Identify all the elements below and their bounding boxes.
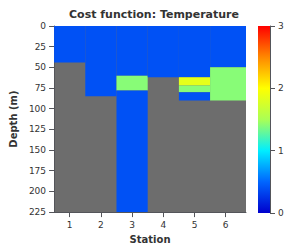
svg-text:Depth (m): Depth (m) xyxy=(8,90,19,147)
svg-text:5: 5 xyxy=(192,220,198,230)
svg-text:125: 125 xyxy=(29,124,46,134)
svg-text:1: 1 xyxy=(278,146,284,156)
svg-text:Cost function: Temperature: Cost function: Temperature xyxy=(69,8,239,21)
svg-text:2: 2 xyxy=(98,220,104,230)
svg-text:4: 4 xyxy=(160,220,166,230)
svg-text:200: 200 xyxy=(29,186,46,196)
svg-text:25: 25 xyxy=(35,42,46,52)
svg-text:6: 6 xyxy=(223,220,229,230)
svg-text:175: 175 xyxy=(29,166,46,176)
svg-text:150: 150 xyxy=(29,145,46,155)
svg-text:3: 3 xyxy=(278,21,284,31)
svg-text:0: 0 xyxy=(40,21,46,31)
svg-text:50: 50 xyxy=(35,62,47,72)
svg-text:Station: Station xyxy=(130,234,171,245)
svg-text:3: 3 xyxy=(129,220,135,230)
svg-text:0: 0 xyxy=(278,208,284,218)
svg-text:100: 100 xyxy=(29,104,46,114)
svg-text:225: 225 xyxy=(29,207,46,217)
svg-text:75: 75 xyxy=(35,83,46,93)
svg-text:2: 2 xyxy=(278,83,284,93)
svg-text:1: 1 xyxy=(67,220,73,230)
